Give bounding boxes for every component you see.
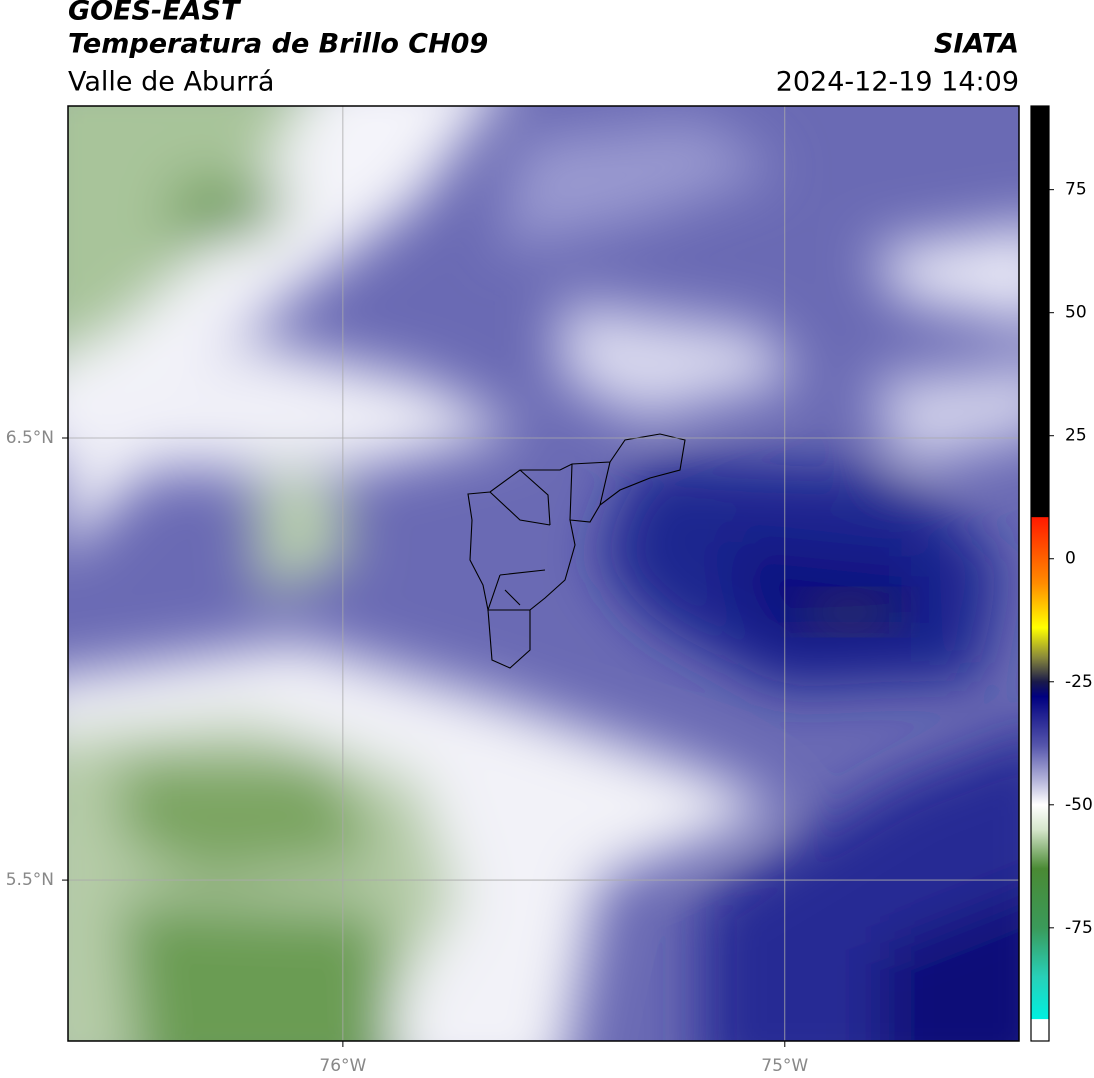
satellite-image	[68, 106, 1019, 1041]
datetime: 2024-12-19 14:09	[776, 67, 1019, 98]
colorbar-tick-label: -75	[1065, 918, 1093, 938]
valley-boundary	[467, 433, 686, 669]
region-title: Valle de Aburrá	[68, 67, 274, 98]
map-frame	[67, 105, 1020, 1042]
colorbar-tick-label: -50	[1065, 795, 1093, 815]
colorbar-tick-label: 25	[1065, 426, 1087, 446]
colorbar-tick-label: 50	[1065, 303, 1087, 323]
y-tick-label: 5.5°N	[6, 870, 54, 890]
colorbar-tick-label: -25	[1065, 672, 1093, 692]
x-tick-label: 75°W	[761, 1056, 808, 1076]
source-title: SIATA	[934, 29, 1019, 60]
colorbar-tick-label: 0	[1065, 549, 1076, 569]
product-title: Temperatura de Brillo CH09	[68, 29, 488, 60]
colorbar	[1030, 105, 1050, 1042]
colorbar-tick-label: 75	[1065, 180, 1087, 200]
x-tick-label: 76°W	[319, 1056, 366, 1076]
satellite-title: GOES-EAST	[68, 0, 242, 27]
y-tick-label: 6.5°N	[6, 428, 54, 448]
